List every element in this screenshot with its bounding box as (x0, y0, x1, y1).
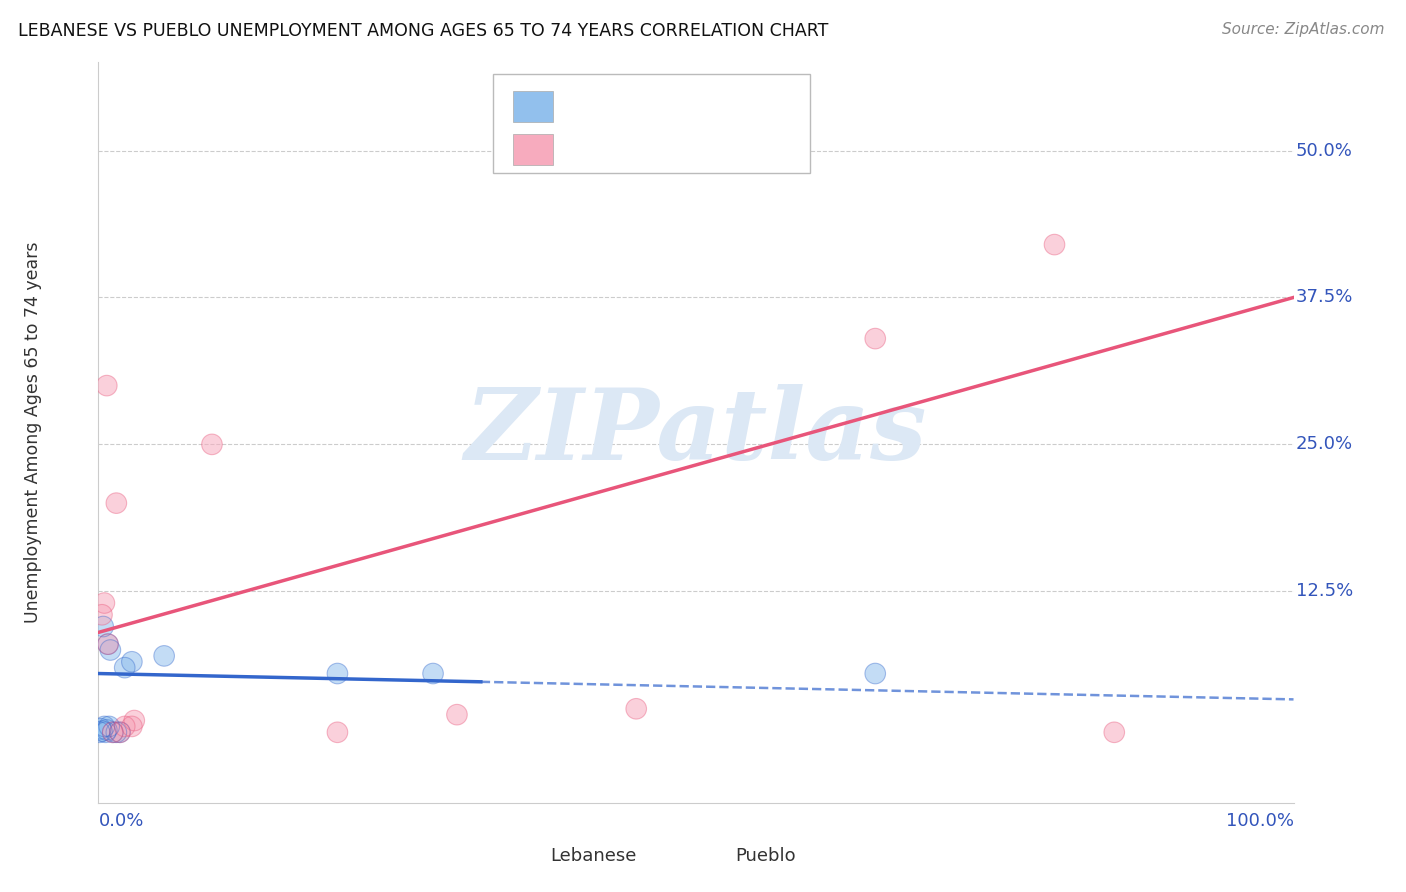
Point (97, 637, 120, 651)
FancyBboxPatch shape (494, 73, 810, 173)
Text: 37.5%: 37.5% (1296, 288, 1354, 307)
Point (865, 666, 887, 681)
Point (98, 719, 121, 733)
Point (326, 666, 349, 681)
Bar (513, 134, 553, 165)
Text: Source: ZipAtlas.com: Source: ZipAtlas.com (1222, 22, 1385, 37)
Point (108, 725, 131, 739)
Text: 0.0%: 0.0% (98, 813, 143, 830)
Point (1104, 725, 1126, 739)
Point (1043, 237, 1066, 252)
Point (326, 666, 349, 681)
Text: 12.5%: 12.5% (1296, 582, 1353, 600)
Text: R = −0.124: R = −0.124 (565, 97, 679, 116)
Point (201, 437, 224, 451)
Point (114, 719, 136, 733)
Text: 25.0%: 25.0% (1296, 435, 1353, 453)
Point (865, 332, 887, 346)
Point (97, 637, 120, 651)
Point (865, 666, 887, 681)
Point (101, 725, 124, 739)
Point (865, 332, 887, 346)
Point (91, 724, 114, 739)
Point (93, 719, 115, 733)
Point (124, 714, 146, 728)
Point (97, 637, 120, 651)
Text: Unemployment Among Ages 65 to 74 years: Unemployment Among Ages 65 to 74 years (24, 242, 42, 624)
Point (153, 648, 176, 663)
Point (96, 378, 118, 392)
Point (91, 619, 114, 633)
Point (108, 725, 131, 739)
Point (90, 722, 112, 736)
Point (89, 725, 111, 739)
Point (105, 496, 128, 510)
Point (101, 725, 124, 739)
Point (446, 707, 468, 722)
Point (98, 643, 122, 657)
Text: 50.0%: 50.0% (1296, 142, 1353, 160)
Point (121, 719, 143, 733)
Text: ZIPatlas: ZIPatlas (465, 384, 927, 481)
Point (93, 719, 115, 733)
Point (90, 722, 112, 736)
Point (114, 719, 136, 733)
Text: Lebanese: Lebanese (550, 847, 637, 865)
Text: N = 17: N = 17 (690, 140, 758, 159)
Point (91, 619, 114, 633)
Point (89, 725, 111, 739)
Point (121, 655, 143, 669)
Point (96, 723, 118, 737)
Point (1043, 237, 1066, 252)
Point (114, 660, 136, 674)
Point (626, 702, 648, 716)
Bar (510, 845, 544, 867)
Point (446, 707, 468, 722)
Point (98, 719, 121, 733)
Point (422, 666, 444, 681)
Text: R =  0.546: R = 0.546 (565, 140, 669, 159)
Bar (513, 91, 553, 122)
Point (326, 725, 349, 739)
Point (91, 607, 114, 622)
Point (91, 607, 114, 622)
Point (124, 714, 146, 728)
Point (91, 724, 114, 739)
Text: LEBANESE VS PUEBLO UNEMPLOYMENT AMONG AGES 65 TO 74 YEARS CORRELATION CHART: LEBANESE VS PUEBLO UNEMPLOYMENT AMONG AG… (18, 22, 828, 40)
Point (108, 725, 131, 739)
Point (94, 725, 117, 739)
Point (114, 660, 136, 674)
Point (93, 596, 115, 610)
Point (96, 378, 118, 392)
Point (153, 648, 176, 663)
Point (94, 725, 117, 739)
Point (97, 637, 120, 651)
Point (108, 725, 131, 739)
Point (105, 725, 128, 739)
Point (121, 655, 143, 669)
Point (1104, 725, 1126, 739)
Text: N = 19: N = 19 (690, 97, 758, 116)
Point (105, 725, 128, 739)
Point (626, 702, 648, 716)
Point (121, 719, 143, 733)
Point (105, 496, 128, 510)
Point (101, 725, 124, 739)
Point (201, 437, 224, 451)
Point (326, 725, 349, 739)
Point (93, 596, 115, 610)
Point (98, 643, 122, 657)
Point (96, 723, 118, 737)
Text: 100.0%: 100.0% (1226, 813, 1294, 830)
Point (101, 725, 124, 739)
Point (422, 666, 444, 681)
Text: Pueblo: Pueblo (735, 847, 796, 865)
Bar (696, 845, 730, 867)
